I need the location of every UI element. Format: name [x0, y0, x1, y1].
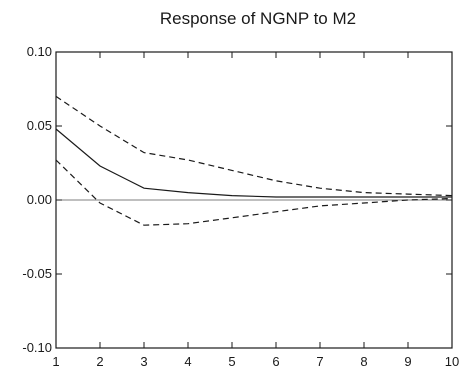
x-tick-label: 3 [140, 354, 147, 369]
chart-title: Response of NGNP to M2 [160, 9, 356, 28]
x-tick-label: 2 [96, 354, 103, 369]
lower-band-line [55, 159, 453, 226]
x-tick-label: 4 [184, 354, 191, 369]
x-tick-label: 1 [52, 354, 59, 369]
y-axis: 0.10 0.05 0.00 -0.05 -0.10 [22, 44, 452, 355]
x-tick-label: 7 [316, 354, 323, 369]
x-tick-label: 9 [404, 354, 411, 369]
x-axis: 1 2 3 4 5 6 7 8 9 10 [52, 52, 459, 369]
x-tick-label: 8 [360, 354, 367, 369]
series-group [55, 95, 453, 226]
response-line [55, 128, 452, 198]
x-tick-label: 6 [272, 354, 279, 369]
y-tick-label: -0.05 [22, 266, 52, 281]
x-tick-label: 10 [445, 354, 459, 369]
y-tick-label: -0.10 [22, 340, 52, 355]
upper-band-line [55, 95, 453, 197]
y-tick-label: 0.05 [27, 118, 52, 133]
y-tick-label: 0.00 [27, 192, 52, 207]
y-tick-label: 0.10 [27, 44, 52, 59]
x-tick-label: 5 [228, 354, 235, 369]
